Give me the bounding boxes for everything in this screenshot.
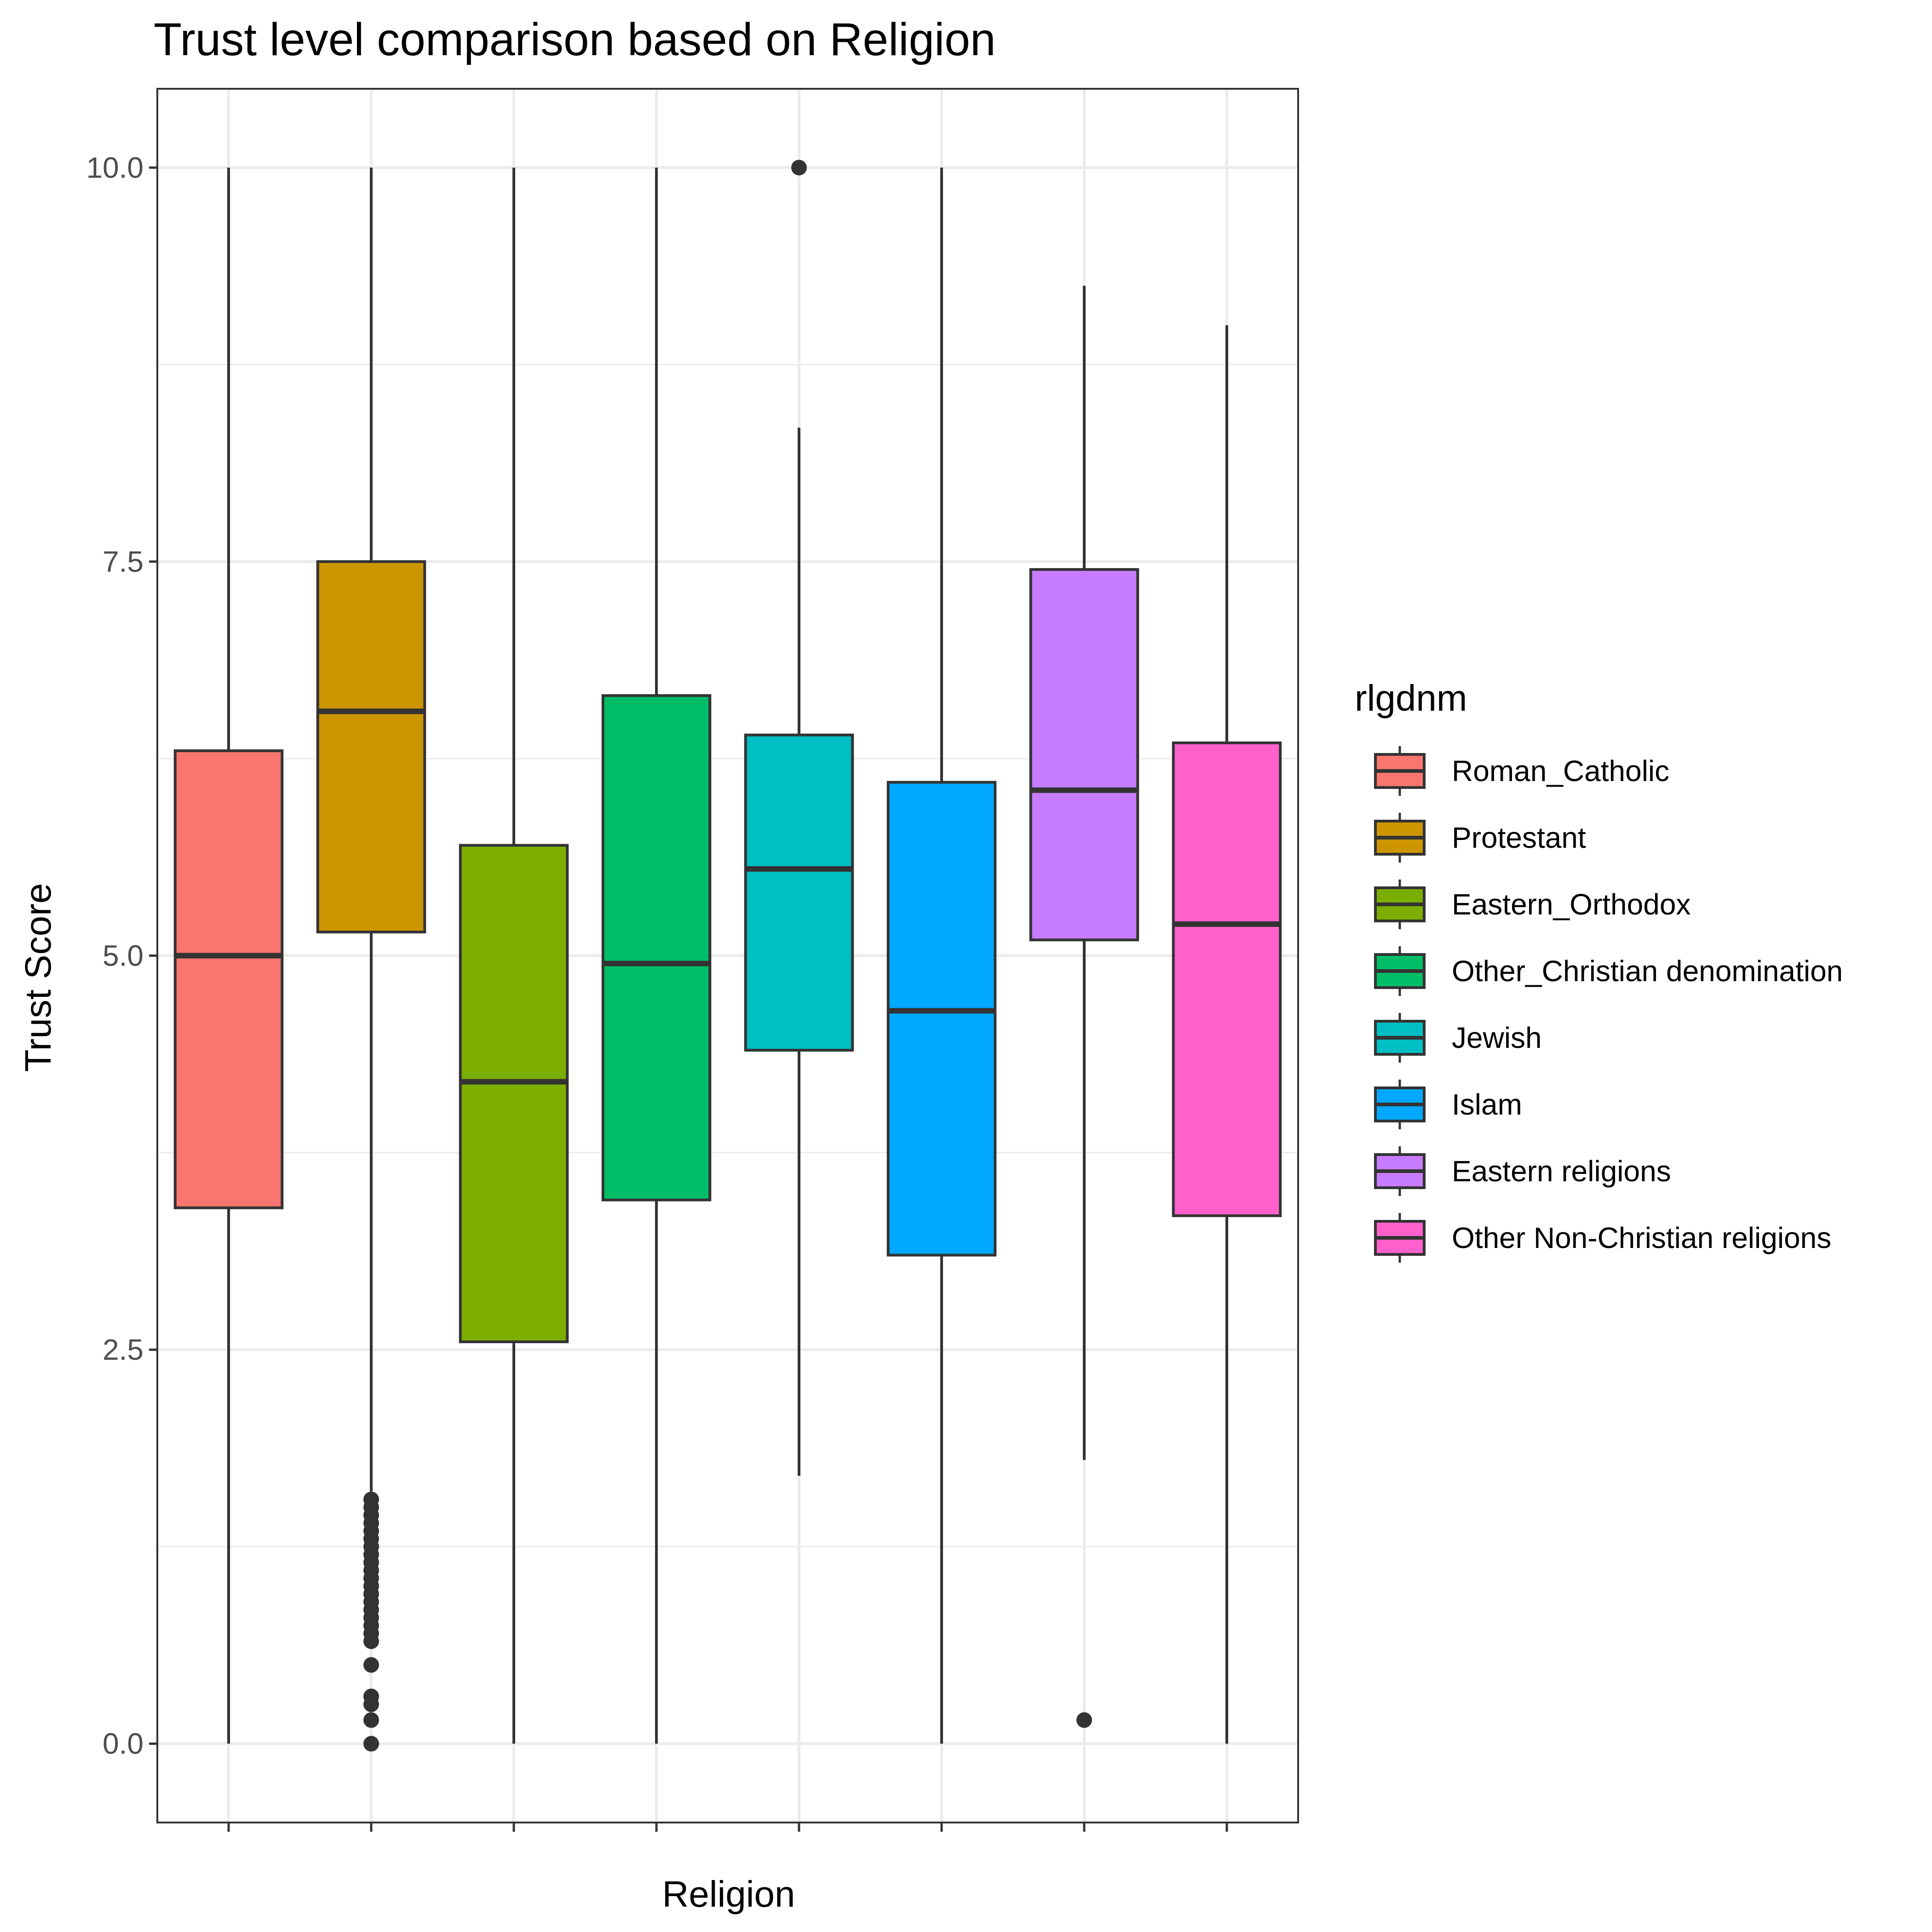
legend-title: rlgdnm	[1355, 678, 1467, 719]
box-body	[886, 781, 997, 1257]
box-8	[1172, 325, 1282, 1744]
outlier-point	[363, 1657, 379, 1673]
box-body	[601, 694, 712, 1202]
legend-label: Jewish	[1452, 1021, 1542, 1054]
y-tick-label: 2.5	[103, 1333, 144, 1366]
legend-item-4: Other_Christian denomination	[1374, 946, 1843, 996]
legend-item-2: Protestant	[1374, 813, 1586, 862]
legend-label: Eastern religions	[1452, 1155, 1671, 1188]
legend-label: Roman_Catholic	[1452, 754, 1669, 788]
box-body	[459, 844, 569, 1343]
outlier-point	[791, 160, 807, 176]
legend-item-7: Eastern religions	[1374, 1146, 1671, 1196]
legend-label: Eastern_Orthodox	[1452, 888, 1690, 921]
outlier-point	[363, 1712, 379, 1728]
legend-label: Protestant	[1452, 821, 1586, 854]
legend-item-3: Eastern_Orthodox	[1374, 880, 1690, 929]
boxes	[173, 160, 1282, 1752]
box-4	[601, 167, 712, 1744]
outlier-point	[363, 1736, 379, 1752]
legend-item-1: Roman_Catholic	[1374, 746, 1669, 796]
y-tick-label: 7.5	[103, 545, 144, 578]
box-3	[459, 167, 569, 1744]
y-axis-title: Trust Score	[17, 883, 58, 1072]
legend-item-6: Islam	[1374, 1080, 1522, 1129]
chart-title: Trust level comparison based on Religion	[154, 14, 996, 65]
legend-item-8: Other Non-Christian religions	[1374, 1213, 1831, 1263]
y-tick-label: 5.0	[103, 939, 144, 972]
axes: 0.0 2.5 5.0 7.5 10.0	[86, 151, 1228, 1832]
box-body	[316, 560, 426, 934]
box-7	[1029, 286, 1139, 1728]
box-body	[1172, 741, 1282, 1217]
box-body	[1029, 568, 1139, 942]
box-1	[173, 167, 284, 1744]
box-6	[886, 167, 997, 1744]
legend-label: Other_Christian denomination	[1452, 954, 1843, 988]
legend-label: Other Non-Christian religions	[1452, 1221, 1831, 1254]
y-tick-label: 0.0	[103, 1727, 144, 1760]
outlier-point	[363, 1688, 379, 1704]
outlier-point	[1076, 1712, 1092, 1728]
legend-label: Islam	[1452, 1088, 1522, 1121]
box-2	[316, 167, 426, 1752]
y-tick-label: 10.0	[86, 151, 144, 184]
box-body	[173, 749, 284, 1209]
box-5	[744, 160, 854, 1476]
box-body	[744, 733, 854, 1052]
x-axis-title: Religion	[662, 1874, 795, 1915]
legend: rlgdnm Roman_Catholic Protestant Eastern_O…	[1355, 678, 1843, 1263]
legend-item-5: Jewish	[1374, 1013, 1542, 1063]
outlier-point	[363, 1491, 379, 1507]
